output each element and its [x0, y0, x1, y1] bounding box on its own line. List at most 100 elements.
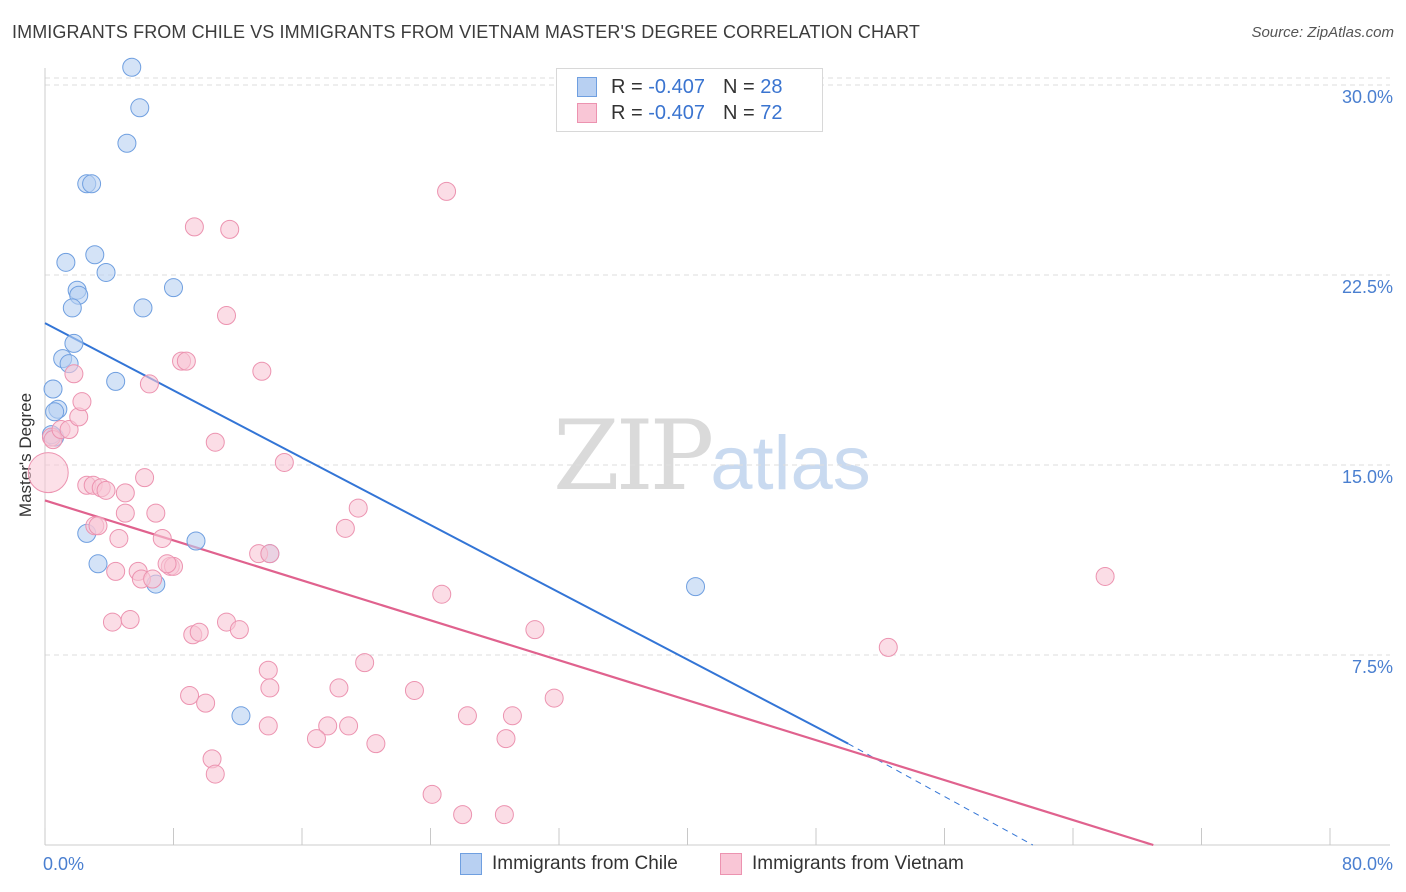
grid-layer: [45, 77, 1390, 656]
bottom-legend-label-vietnam: Immigrants from Vietnam: [752, 853, 964, 874]
vietnam-point: [494, 805, 514, 825]
vietnam-point: [120, 610, 140, 630]
vietnam-point: [205, 432, 225, 452]
vietnam-point: [176, 351, 196, 371]
chile-point: [133, 298, 153, 318]
vietnam-trend-line: [44, 499, 1154, 847]
legend-n-label: N =: [722, 101, 755, 124]
vietnam-point: [260, 678, 280, 698]
vietnam-point: [64, 364, 84, 384]
vietnam-point: [143, 569, 163, 589]
vietnam-point: [366, 734, 386, 754]
watermark: ZIPatlas: [553, 400, 871, 512]
watermark-atlas: atlas: [710, 421, 871, 506]
vietnam-point: [544, 688, 564, 708]
chile-point: [231, 706, 251, 726]
chile-point: [82, 174, 102, 194]
chile-point: [45, 402, 65, 422]
legend-n-value-vietnam: 72: [760, 101, 783, 124]
vietnam-point: [453, 805, 473, 825]
chile-point: [43, 379, 63, 399]
legend-row-chile: R = -0.407 N = 28: [577, 73, 782, 101]
vietnam-point: [196, 693, 216, 713]
vietnam-point: [274, 452, 294, 472]
vietnam-point: [157, 554, 177, 574]
legend-n-value-chile: 28: [760, 75, 783, 98]
bottom-legend-label-chile: Immigrants from Chile: [492, 853, 678, 874]
vietnam-point: [189, 622, 209, 642]
legend-r-label: R =: [611, 101, 643, 124]
vietnam-point: [180, 686, 200, 706]
chile-point: [122, 57, 142, 77]
vietnam-point: [115, 483, 135, 503]
chile-point: [85, 245, 105, 265]
chile-point: [64, 333, 84, 353]
chile-point: [186, 531, 206, 551]
legend-row-vietnam: R = -0.407 N = 72: [577, 99, 782, 127]
y-tick-label: 15.0%: [1342, 467, 1393, 487]
vietnam-point: [404, 680, 424, 700]
vietnam-point: [229, 620, 249, 640]
chile-point: [130, 98, 150, 118]
chile-point: [164, 278, 183, 298]
y-tick-label: 22.5%: [1342, 277, 1393, 297]
vietnam-point: [102, 612, 122, 632]
vietnam-point: [115, 503, 135, 523]
vietnam-point: [59, 420, 79, 440]
vietnam-point: [525, 620, 545, 640]
vietnam-point: [355, 653, 375, 673]
vietnam-point: [27, 452, 69, 494]
vietnam-point: [146, 503, 166, 523]
bottom-legend-chile: Immigrants from Chile: [460, 851, 678, 877]
legend-r-label: R =: [611, 75, 643, 98]
vietnam-point: [184, 217, 204, 237]
vietnam-point: [1095, 566, 1115, 586]
vietnam-point: [306, 729, 326, 749]
vietnam-point: [96, 480, 116, 500]
vietnam-point: [258, 716, 278, 736]
x-tick-label-max: 80.0%: [1342, 854, 1393, 874]
y-tick-label: 7.5%: [1352, 657, 1393, 677]
vietnam-point: [109, 528, 129, 548]
vietnam-point: [878, 637, 898, 657]
vietnam-point: [205, 764, 225, 784]
vietnam-point: [318, 716, 338, 736]
bottom-legend-swatch-vietnam: [720, 853, 742, 875]
chile-point: [56, 252, 76, 272]
label-layer: 7.5% 15.0% 22.5% 30.0% 0.0% 80.0%: [43, 87, 1393, 874]
vietnam-point: [432, 584, 452, 604]
trend-layer: [44, 322, 1154, 847]
legend-swatch-vietnam: [577, 103, 597, 123]
bottom-legend-vietnam: Immigrants from Vietnam: [720, 851, 964, 877]
vietnam-point: [88, 516, 108, 536]
vietnam-point: [258, 660, 278, 680]
legend-r-value-vietnam: -0.407: [648, 101, 705, 124]
vietnam-point: [139, 374, 159, 394]
vietnam-point: [496, 729, 516, 749]
vietnam-point: [217, 306, 237, 326]
vietnam-point: [422, 784, 442, 804]
vietnam-point: [260, 544, 280, 564]
chile-trend-line: [44, 322, 849, 745]
vietnam-point: [457, 706, 477, 726]
legend: R = -0.407 N = 28 R = -0.407 N = 72: [556, 68, 823, 132]
chile-point: [96, 262, 116, 282]
bottom-legend-swatch-chile: [460, 853, 482, 875]
chart-title: IMMIGRANTS FROM CHILE VS IMMIGRANTS FROM…: [12, 22, 921, 42]
axis-layer: [44, 68, 1390, 846]
source-label: Source: ZipAtlas.com: [1251, 24, 1394, 41]
y-tick-label: 30.0%: [1342, 87, 1393, 107]
vietnam-point: [106, 561, 126, 581]
legend-swatch-chile: [577, 77, 597, 97]
chile-point: [62, 298, 82, 318]
legend-r-value-chile: -0.407: [648, 75, 705, 98]
vietnam-point: [348, 498, 368, 518]
vietnam-point: [220, 219, 240, 239]
vietnam-point: [502, 706, 522, 726]
vietnam-point: [329, 678, 349, 698]
legend-n-label: N =: [722, 75, 755, 98]
vietnam-point: [339, 716, 359, 736]
chile-point: [686, 577, 706, 597]
vietnam-point: [72, 392, 92, 412]
